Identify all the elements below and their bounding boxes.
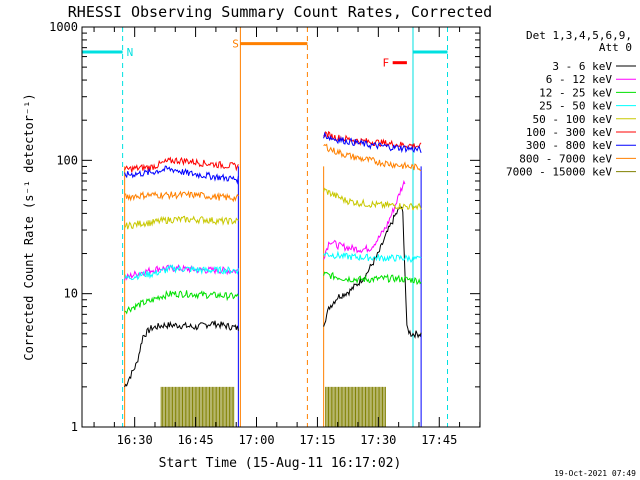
y-tick-label: 1000	[49, 20, 78, 34]
series-line	[323, 206, 422, 339]
series-line	[323, 143, 422, 172]
x-tick-label: 16:30	[117, 433, 153, 447]
legend-label: 7000 - 15000 keV	[506, 166, 612, 179]
series-line	[323, 179, 406, 260]
series-line	[323, 271, 422, 286]
x-axis-label: Start Time (15-Aug-11 16:17:02)	[159, 456, 402, 471]
y-axis-label: Corrected Count Rate (s⁻¹ detector⁻¹)	[22, 93, 36, 360]
legend-label: 25 - 50 keV	[539, 100, 612, 113]
legend-header-line2: Att 0	[599, 41, 632, 54]
x-tick-label: 17:30	[360, 433, 396, 447]
x-tick-label: 17:00	[238, 433, 274, 447]
series-line	[124, 190, 239, 203]
footer-timestamp: 19-Oct-2021 07:49	[554, 469, 636, 478]
x-tick-label: 17:15	[299, 433, 335, 447]
series-line	[124, 264, 239, 281]
series-line	[124, 165, 239, 185]
series-line	[124, 320, 239, 388]
x-tick-label: 17:45	[421, 433, 457, 447]
axes: 1 10 100 1000 16:30 16:45 17:00 17:15 17:30 17:45	[49, 20, 481, 447]
plot-frame	[81, 26, 481, 428]
legend-label: 800 - 7000 keV	[519, 152, 612, 165]
y-tick-label: 1	[71, 420, 78, 434]
series-line	[124, 156, 239, 173]
y-tick-label: 10	[64, 287, 78, 301]
y-tick-label: 100	[56, 153, 78, 167]
flag-label: F	[383, 57, 390, 70]
plot-area: N S F	[82, 27, 449, 427]
legend-label: 100 - 300 keV	[526, 126, 612, 139]
legend-label: 12 - 25 keV	[539, 86, 612, 99]
series-line	[323, 187, 422, 211]
series-line	[124, 215, 239, 230]
legend-label: 50 - 100 keV	[533, 113, 613, 126]
flag-label: S	[232, 38, 239, 51]
series-line	[124, 289, 239, 315]
legend-header-line1: Det 1,3,4,5,6,9,	[526, 29, 632, 42]
legend-label: 3 - 6 keV	[552, 60, 612, 73]
legend-label: 6 - 12 keV	[546, 73, 613, 86]
series-line	[323, 250, 422, 263]
flag-label: N	[127, 46, 134, 59]
x-tick-label: 16:45	[178, 433, 214, 447]
chart-title: RHESSI Observing Summary Count Rates, Co…	[68, 3, 492, 21]
series-line	[323, 131, 422, 154]
legend-label: 300 - 800 keV	[526, 139, 612, 152]
